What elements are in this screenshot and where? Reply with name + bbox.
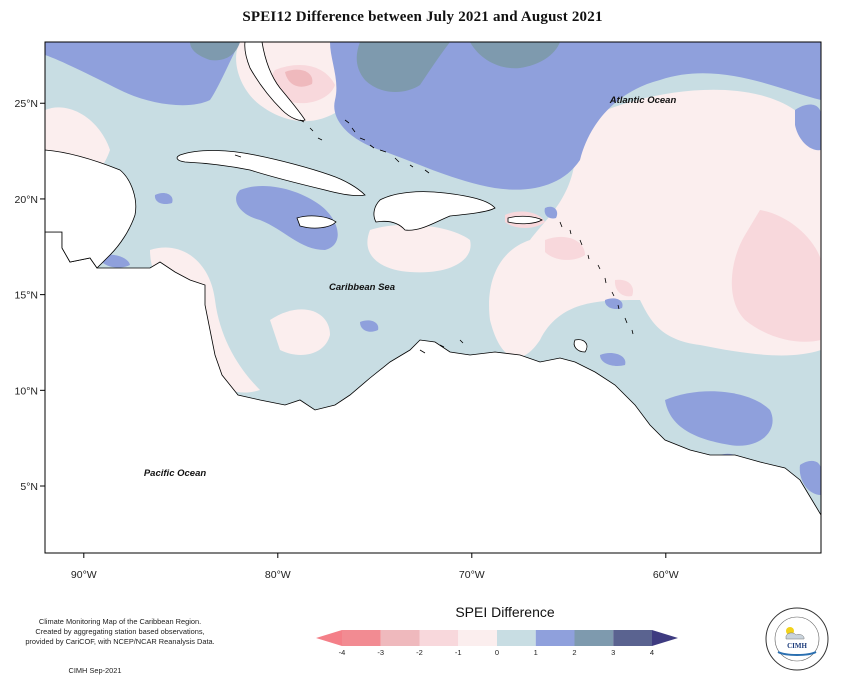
longitude-tick-label: 90°W [71,569,97,581]
field-region-small2-blue [544,206,558,219]
land-central-america [45,231,821,553]
longitude-axis: 90°W 80°W 70°W 60°W [71,553,679,581]
field-region-south-pink [270,309,330,355]
legend-tick-label: 1 [533,648,538,657]
latitude-tick-label: 20°N [15,194,38,206]
credit-block: Climate Monitoring Map of the Caribbean … [10,617,230,647]
land-trinidad [573,339,588,353]
field-region-northwest-steel [190,42,240,61]
latitude-tick-label: 10°N [15,385,38,397]
logo-text: CIMH [787,642,807,650]
legend-tick-label: 3 [611,648,616,657]
land-hispaniola [373,191,496,231]
cimh-logo: CIMH [765,607,829,671]
legend-title: SPEI Difference [455,604,555,620]
field-region-small1-blue [360,320,379,332]
land-masses [45,42,821,553]
legend-tick-label: 2 [572,648,577,657]
latitude-tick-label: 25°N [15,98,38,110]
longitude-tick-label: 60°W [653,569,679,581]
credit-date: CIMH Sep-2021 [68,666,122,675]
label-pacific-ocean: Pacific Ocean [144,468,207,479]
field-region-east2-blue [799,460,821,495]
field-region-florida-darkpink [285,69,313,87]
land-cuba [176,150,366,197]
label-caribbean-sea: Caribbean Sea [329,282,395,293]
field-region-cuba-blue [154,192,173,205]
field-region-center-blue [236,185,338,250]
field-region-guiana-blue [665,391,773,446]
latitude-tick-label: 5°N [20,481,38,493]
longitude-tick-label: 80°W [265,569,291,581]
legend-tick-label: 4 [649,648,655,657]
label-atlantic-ocean: Atlantic Ocean [609,95,677,106]
field-region-small5-blue [600,353,626,366]
legend-tick-label: -2 [416,648,423,657]
credit-line: provided by CariCOF, with NCEP/NCAR Rean… [25,637,215,646]
field-region-lesser-midpink [614,279,634,297]
field-region-north-steel [356,42,450,92]
latitude-tick-label: 15°N [15,290,38,302]
map-frame [44,41,822,554]
legend-tick-label: 0 [494,648,500,657]
legend-tick-label: -4 [338,648,346,657]
land-yucatan [45,149,137,269]
map-field: Atlantic Ocean Caribbean Sea Pacific Oce… [45,42,821,553]
cloud-icon [785,632,805,640]
map-title: SPEI12 Difference between July 2021 and … [242,9,603,25]
land-puerto-rico [507,215,543,225]
field-region-nw-blue [45,42,240,106]
field-region-antilles-midpink [545,236,585,260]
land-jamaica [296,215,337,229]
credit-line: Climate Monitoring Map of the Caribbean … [38,617,202,626]
field-region-east-blue [795,104,821,151]
field-region-central-pink [367,224,471,273]
field-region-north-blue [330,42,821,190]
field-region-north2-steel [470,42,560,69]
land-florida [244,42,306,121]
latitude-axis: 25°N 20°N 15°N 10°N 5°N [15,98,45,493]
small-islands [234,119,634,354]
field-region-east-midpink [731,210,821,342]
legend-tick-label: -3 [377,648,385,657]
credit-line: Created by aggregating station based obs… [35,627,205,636]
longitude-tick-label: 70°W [459,569,485,581]
legend-tick-label: -1 [454,648,462,657]
